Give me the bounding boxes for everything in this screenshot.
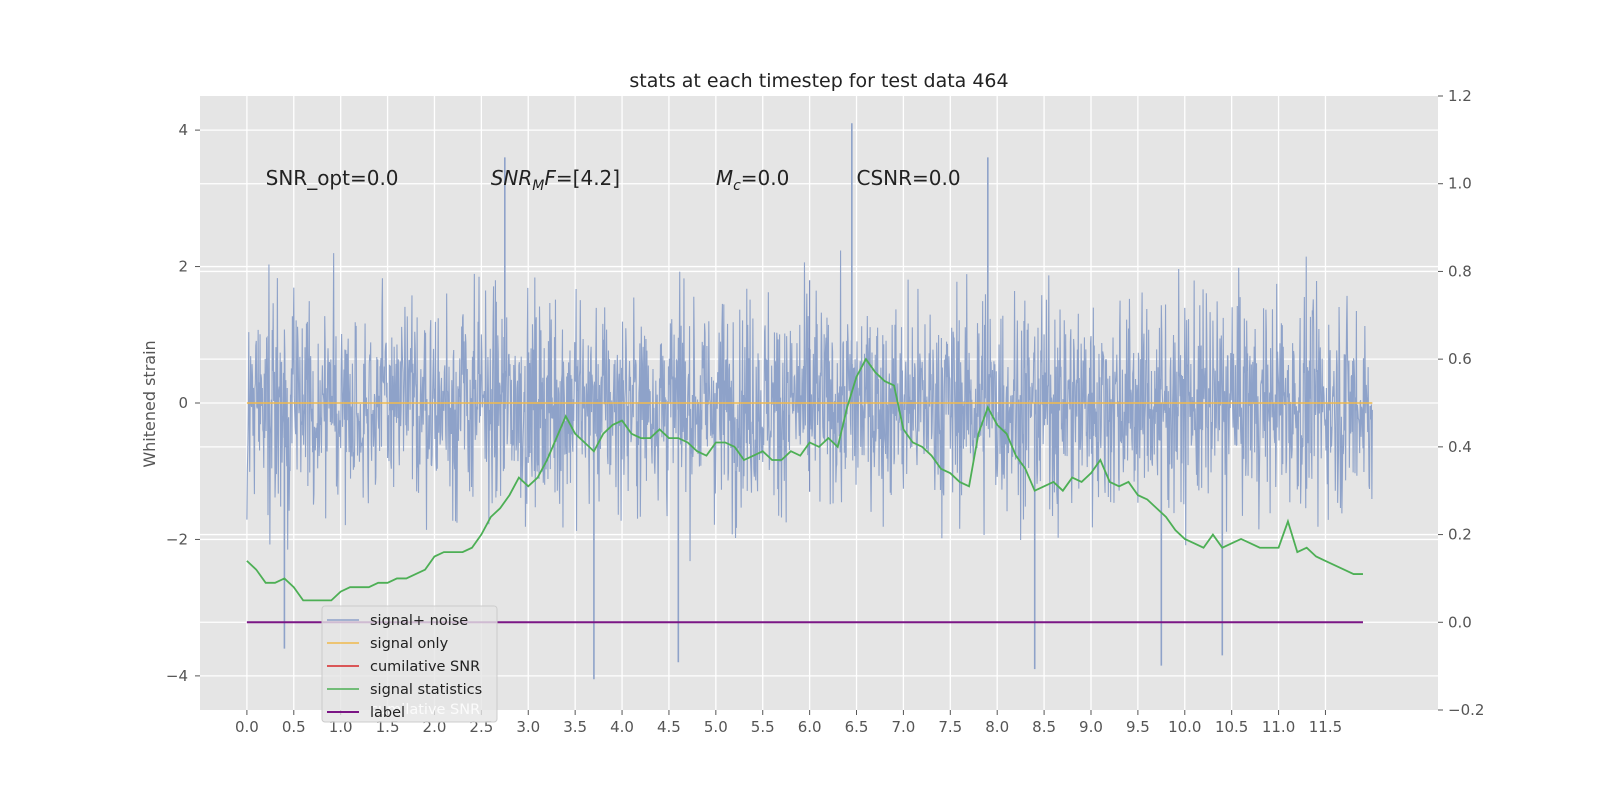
chart-title: stats at each timestep for test data 464 (629, 70, 1008, 92)
annotation: Mc=0.0 (716, 166, 790, 194)
legend-label: signal statistics (370, 682, 482, 698)
y2-tick-label: 0.4 (1448, 438, 1472, 456)
legend-label: label (370, 705, 405, 721)
x-tick-label: 3.0 (516, 718, 540, 736)
y-tick-label: 2 (178, 258, 188, 276)
x-tick-label: 9.5 (1126, 718, 1150, 736)
y-axis-label: Whitened strain (140, 340, 159, 467)
annotations: SNR_opt=0.0 SNRMF=[4.2] Mc=0.0 CSNR=0.0 (266, 166, 961, 194)
legend-label: cumilative SNR (370, 659, 480, 675)
x-tick-label: 8.0 (985, 718, 1009, 736)
x-tick-label: 6.5 (845, 718, 869, 736)
annotation: CSNR=0.0 (857, 166, 961, 190)
y2-tick-label: 0.8 (1448, 262, 1472, 280)
legend-box (321, 605, 498, 723)
x-tick-label: 11.0 (1262, 718, 1295, 736)
annotation: SNR_opt=0.0 (266, 166, 399, 190)
y-tick-label: −4 (166, 667, 188, 685)
y-tick-label: 0 (178, 394, 188, 412)
x-tick-label: 11.5 (1309, 718, 1342, 736)
y-axis-right: −0.2 0.0 0.2 0.4 0.6 0.8 1.0 1.2 (1438, 87, 1484, 719)
series-line-signal-statistics (246, 357, 1363, 602)
y2-tick-label: 1.0 (1448, 175, 1472, 193)
x-axis: 0.0 0.5 1.0 1.5 2.0 2.5 3.0 3.5 4.0 4.5 5.0 5.5 6.0 6… (235, 710, 1342, 736)
x-tick-label: 10.0 (1168, 718, 1201, 736)
y2-tick-label: 0.6 (1448, 350, 1472, 368)
y-tick-label: 4 (178, 121, 188, 139)
signal-noise-series (246, 123, 1373, 680)
x-tick-label: 5.0 (704, 718, 728, 736)
x-tick-label: 4.5 (657, 718, 681, 736)
x-tick-label: 7.5 (938, 718, 962, 736)
y2-tick-label: 0.0 (1448, 613, 1472, 631)
x-tick-label: 0.0 (235, 718, 259, 736)
y-axis-left: −4 −2 0 2 4 (166, 121, 200, 685)
legend-label: signal+ noise (370, 613, 468, 629)
y2-tick-label: 0.2 (1448, 526, 1472, 544)
x-tick-label: 4.0 (610, 718, 634, 736)
y-tick-label: −2 (166, 530, 188, 548)
x-tick-label: 5.5 (751, 718, 775, 736)
legend: cumilative SNR signal+ noise signal only cu… (321, 605, 498, 723)
annotation: SNRMF=[4.2] (491, 166, 620, 194)
y2-tick-label: 1.2 (1448, 87, 1472, 105)
y2-tick-label: −0.2 (1448, 701, 1484, 719)
x-tick-label: 0.5 (282, 718, 306, 736)
x-tick-label: 7.0 (891, 718, 915, 736)
x-tick-label: 10.5 (1215, 718, 1248, 736)
x-tick-label: 9.0 (1079, 718, 1103, 736)
x-tick-label: 6.0 (798, 718, 822, 736)
legend-hidden-text: cumilative SNR (370, 702, 480, 718)
x-tick-label: 8.5 (1032, 718, 1056, 736)
x-tick-label: 3.5 (563, 718, 587, 736)
legend-label: signal only (370, 636, 449, 652)
